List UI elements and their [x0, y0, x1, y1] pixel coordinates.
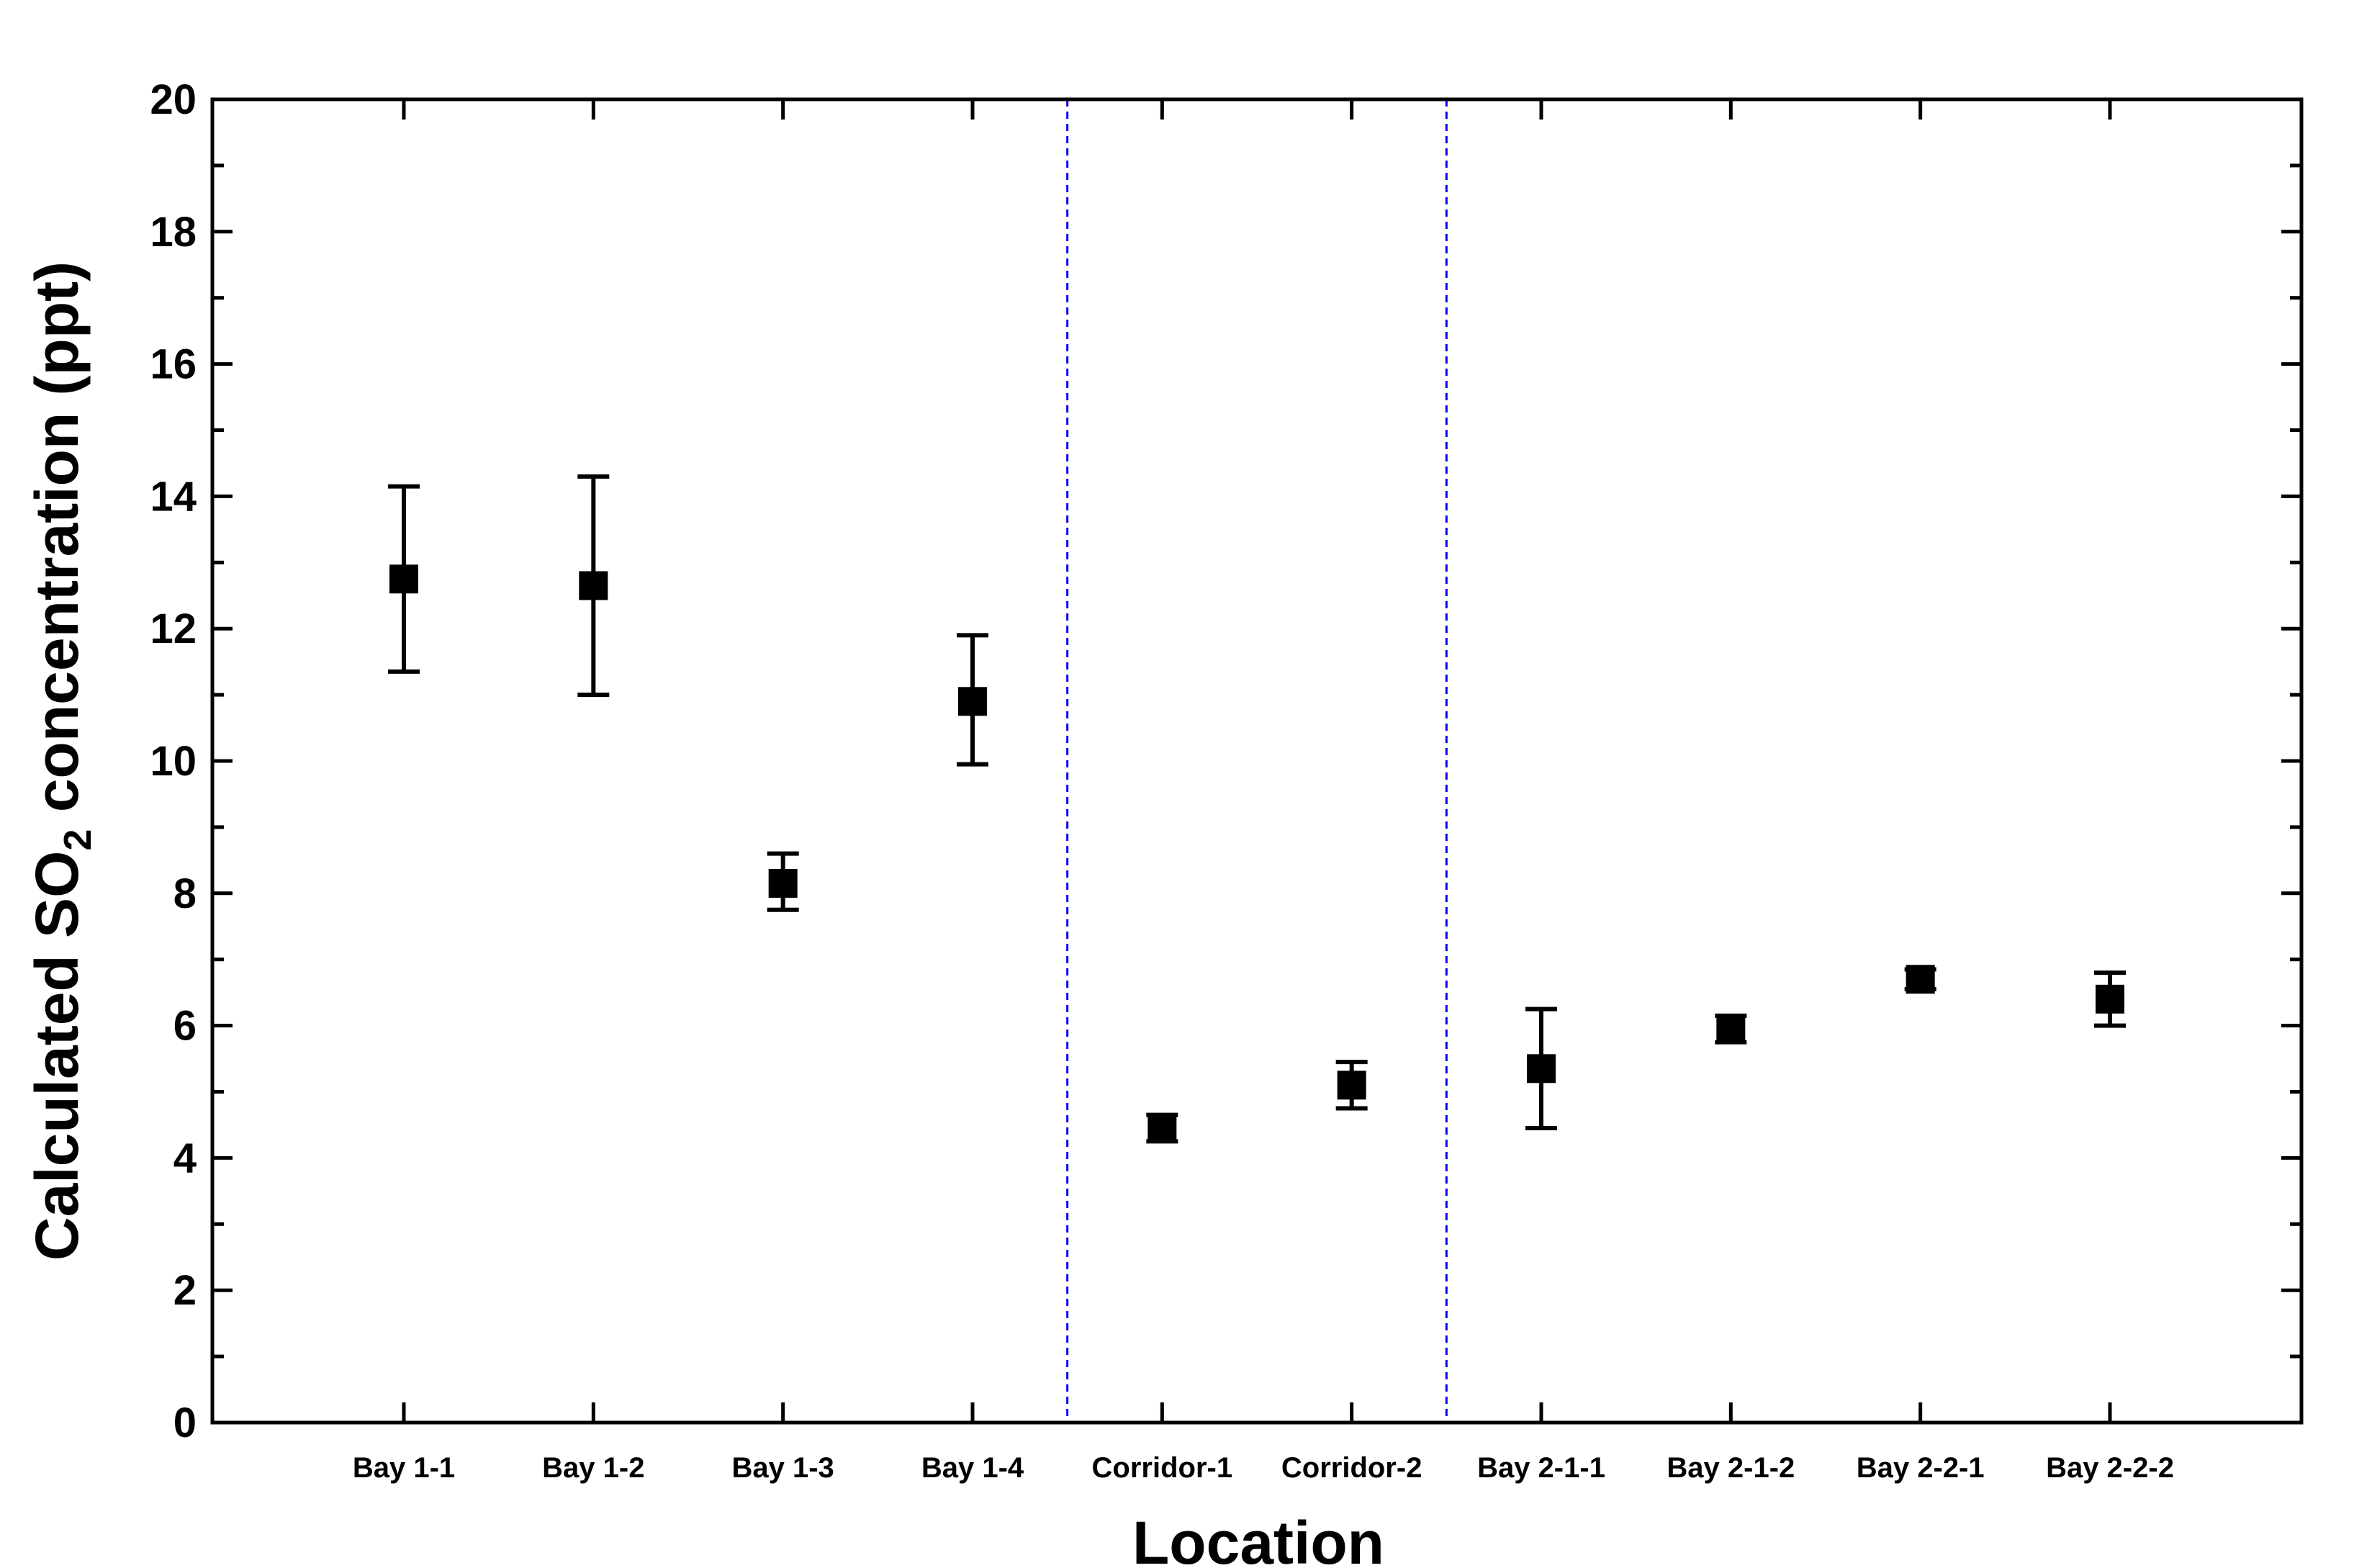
data-point-marker	[2096, 984, 2124, 1014]
x-axis-title: Location	[1132, 1509, 1384, 1568]
data-point-marker	[389, 564, 418, 594]
y-tick-label: 20	[150, 76, 197, 123]
divider-layer	[1066, 99, 1448, 1423]
y-tick-label: 10	[150, 738, 197, 785]
data-point-marker	[1527, 1054, 1556, 1083]
y-axis-title: Calculated SO2 concentration (ppt)	[23, 261, 99, 1261]
y-tick-label: 16	[150, 341, 197, 388]
plot-frame	[210, 97, 2304, 1425]
y-ticks: 0 2 4 6 8 10 12 14 16 18 20	[150, 76, 2301, 1446]
axes-layer	[210, 97, 2304, 1425]
x-tick-label: Bay 1-4	[921, 1452, 1024, 1484]
y-tick-label: 4	[173, 1135, 197, 1181]
data-point-marker	[1906, 965, 1935, 994]
x-tick-label: Bay 2-1-1	[1477, 1452, 1605, 1484]
x-tick-label: Bay 2-2-1	[1857, 1452, 1985, 1484]
y-tick-label: 8	[173, 870, 197, 917]
data-point-marker	[579, 571, 608, 600]
x-tick-label: Bay 2-2-2	[2046, 1452, 2174, 1484]
y-axis-title-subscript: 2	[56, 829, 99, 851]
y-tick-label: 14	[150, 473, 197, 520]
y-tick-label: 2	[173, 1267, 197, 1314]
y-tick-label: 0	[173, 1400, 197, 1446]
y-tick-label: 18	[150, 209, 197, 256]
x-tick-label: Bay 2-1-2	[1667, 1452, 1795, 1484]
x-tick-label: Bay 1-3	[732, 1452, 834, 1484]
data-point-marker	[1147, 1114, 1177, 1143]
x-ticks: Bay 1-1 Bay 1-2 Bay 1-3 Bay 1-4 Corridor-1 Co…	[353, 99, 2174, 1484]
x-tick-label: Corridor-2	[1281, 1452, 1422, 1484]
x-tick-label: Bay 1-1	[353, 1452, 455, 1484]
data-point-marker	[1716, 1014, 1746, 1044]
x-tick-label: Bay 1-2	[542, 1452, 644, 1484]
data-points	[388, 474, 2126, 1144]
data-point-marker	[958, 687, 987, 716]
x-tick-label: Corridor-1	[1092, 1452, 1233, 1484]
y-axis-title-suffix: concentration (ppt)	[23, 261, 91, 829]
y-tick-label: 12	[150, 605, 197, 652]
data-point-marker	[1337, 1071, 1366, 1100]
y-axis-title-prefix: Calculated SO	[23, 851, 91, 1261]
y-tick-label: 6	[173, 1003, 197, 1050]
data-point-marker	[768, 869, 798, 898]
